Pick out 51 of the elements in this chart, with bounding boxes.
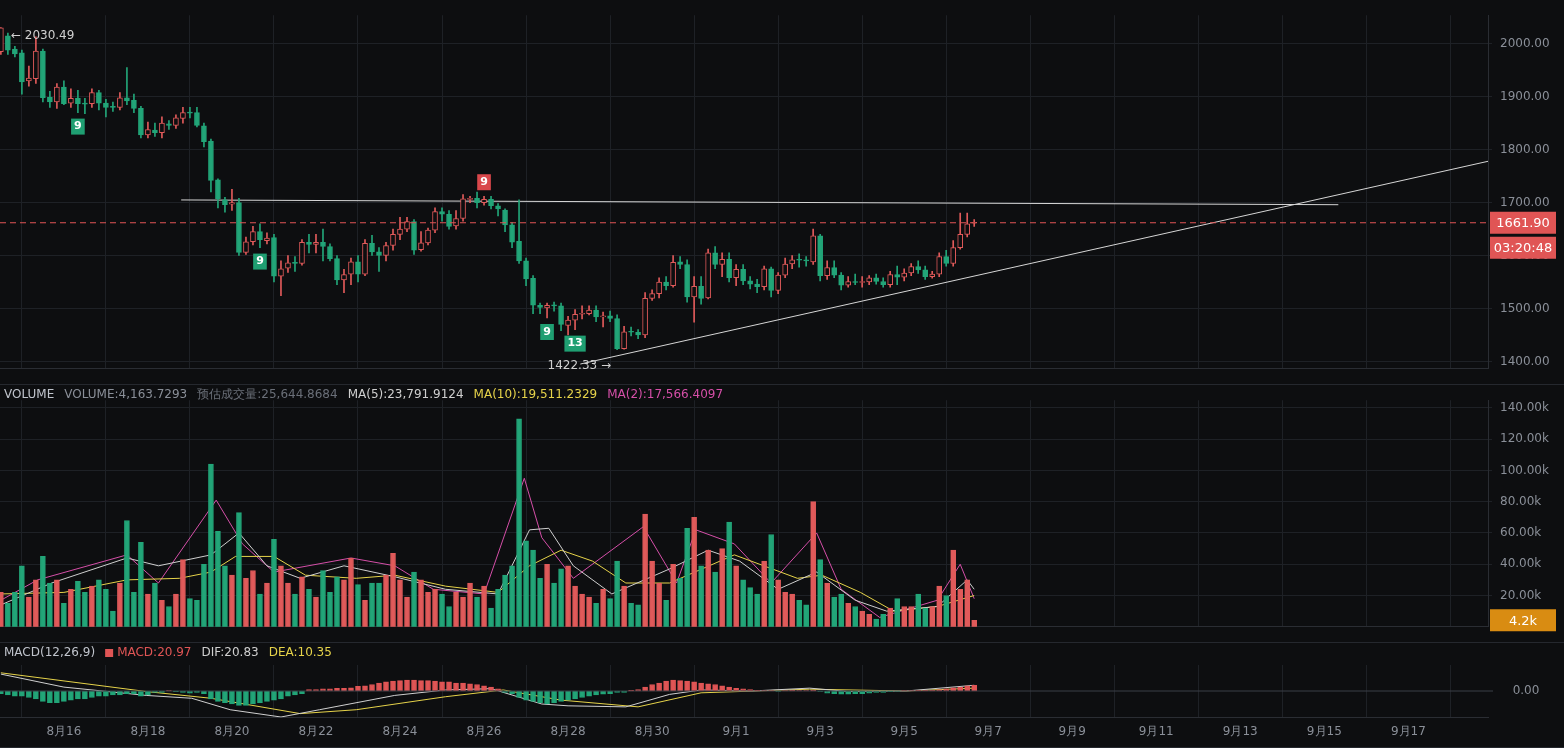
x-tick-label: 8月16 <box>46 724 82 739</box>
annotation: ← 2030.49 <box>10 27 75 42</box>
x-tick-label: 9月11 <box>1138 724 1174 739</box>
y-tick-label: 140.00k <box>1500 399 1549 414</box>
x-tick-label: 9月15 <box>1306 724 1342 739</box>
text: MA(2):17,566.4097 <box>607 387 724 402</box>
legend-label: MACD:20.97 <box>117 645 192 660</box>
x-tick-label: 8月18 <box>130 724 166 739</box>
text: DIF:20.83 <box>201 645 259 660</box>
x-tick-label: 9月17 <box>1390 724 1426 739</box>
y-tick-label: 60.00k <box>1500 525 1542 540</box>
y-tick-label: 1800.00 <box>1500 141 1550 156</box>
x-tick-label: 9月13 <box>1222 724 1258 739</box>
x-tick-label: 8月28 <box>550 724 586 739</box>
y-tick-label: 80.00k <box>1500 493 1542 508</box>
y-tick-label: 2000.00 <box>1500 35 1550 50</box>
text: MA(10):19,511.2329 <box>473 387 598 402</box>
x-tick-label: 8月26 <box>466 724 502 739</box>
annotation: 9 <box>480 175 488 189</box>
annotation: 预估成交量:25,644.8684 <box>197 387 338 402</box>
y-tick-label: 20.00k <box>1500 587 1542 602</box>
chart-title: MACD(12,26,9) <box>4 645 96 660</box>
x-tick-label: 8月30 <box>634 724 670 739</box>
y-tick-label: 120.00k <box>1500 431 1549 446</box>
annotation: 9 <box>74 119 82 133</box>
text: VOLUME:4,163.7293 <box>64 387 188 402</box>
text: DEA:10.35 <box>268 645 332 660</box>
y-tick-label: 100.00k <box>1500 462 1549 477</box>
y-tick-label: 40.00k <box>1500 556 1542 571</box>
x-tick-label: 9月7 <box>974 724 1002 739</box>
annotation: 1422.33 → <box>547 357 612 372</box>
x-tick-label: 9月5 <box>890 724 918 739</box>
annotation: 9 <box>256 254 264 268</box>
text: 03:20:48 <box>1493 240 1553 256</box>
x-tick-label: 9月9 <box>1058 724 1086 739</box>
annotation: 9 <box>543 324 551 338</box>
ref-line-label: 1661.90 <box>1496 215 1550 231</box>
x-tick-label: 8月20 <box>214 724 250 739</box>
y-tick-label: 1400.00 <box>1500 353 1550 368</box>
text: 4.2k <box>1508 612 1538 628</box>
x-tick-label: 8月22 <box>298 724 334 739</box>
y-tick-label: 1900.00 <box>1500 88 1550 103</box>
y-tick-label: 1700.00 <box>1500 194 1550 209</box>
y-tick-label: 1500.00 <box>1500 300 1550 315</box>
x-tick-label: 9月3 <box>806 724 834 739</box>
x-tick-label: 8月24 <box>382 724 418 739</box>
text: 0.00 <box>1512 683 1540 698</box>
chart-title: VOLUME <box>4 387 55 402</box>
annotation: 13 <box>567 336 583 350</box>
text: MA(5):23,791.9124 <box>347 387 464 402</box>
x-tick-label: 9月1 <box>722 724 750 739</box>
